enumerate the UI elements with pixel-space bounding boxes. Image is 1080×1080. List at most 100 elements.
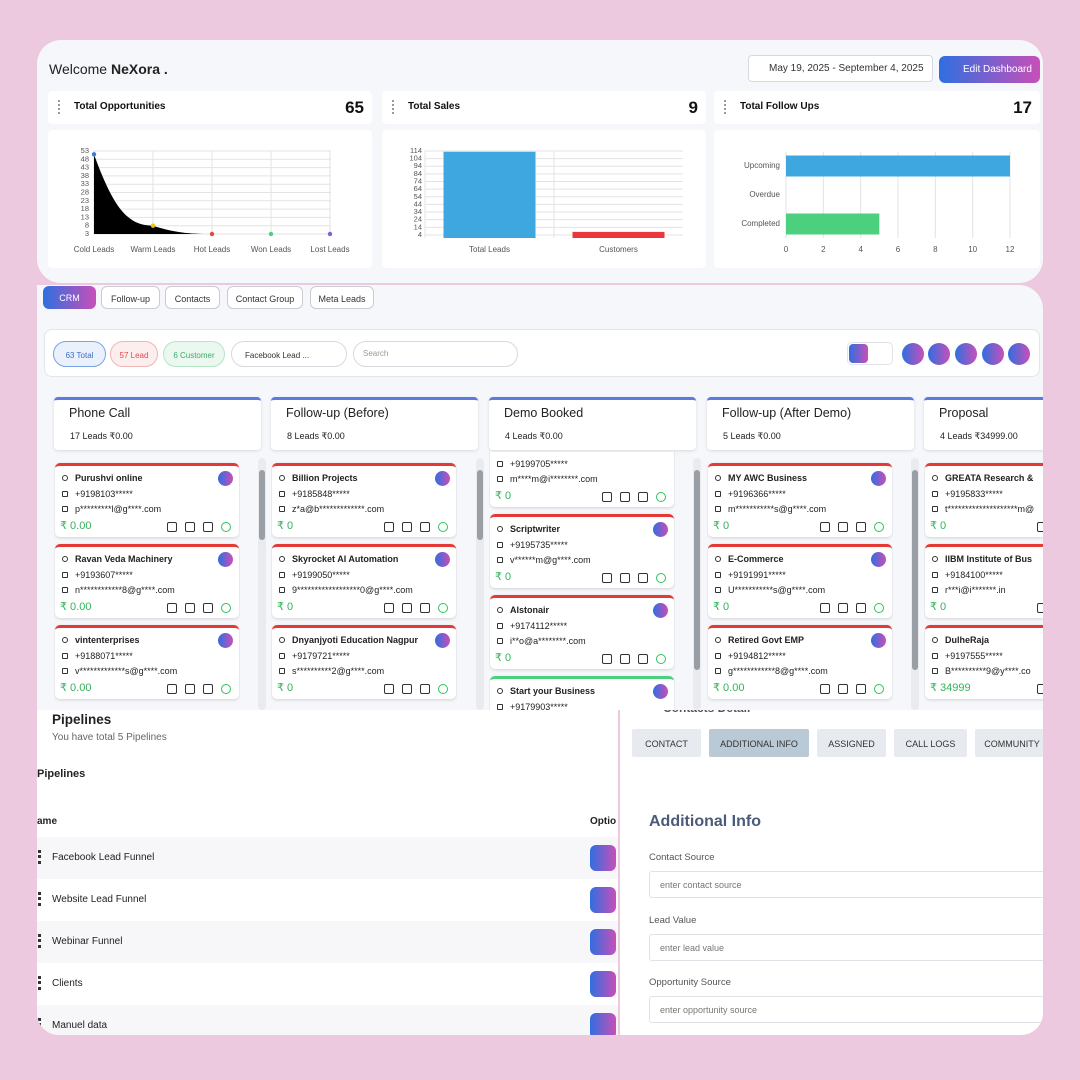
action-icon[interactable] [838, 684, 848, 694]
action-icon[interactable] [820, 684, 830, 694]
action-icon[interactable] [620, 573, 630, 583]
action-icon[interactable] [1037, 603, 1043, 613]
detail-tab[interactable]: COMMUNITY [975, 729, 1043, 757]
customer-filter[interactable]: 6 Customer [163, 341, 225, 367]
tab[interactable]: Meta Leads [310, 286, 374, 309]
action-icon[interactable] [856, 522, 866, 532]
edit-dashboard-button[interactable]: Edit Dashboard [939, 56, 1040, 83]
add-button[interactable] [871, 552, 886, 567]
add-button[interactable] [653, 603, 668, 618]
options-button[interactable] [590, 929, 616, 955]
action-icon[interactable] [638, 654, 648, 664]
whatsapp-icon[interactable] [438, 684, 448, 694]
action-icon[interactable] [402, 603, 412, 613]
action-icon[interactable] [420, 603, 430, 613]
lead-card[interactable]: Alstonair +9174112***** i**o@a********.com… [490, 595, 674, 669]
action-icon[interactable] [838, 522, 848, 532]
action-icon[interactable] [638, 573, 648, 583]
tab[interactable]: CRM [43, 286, 96, 309]
whatsapp-icon[interactable] [438, 603, 448, 613]
grid-view-button[interactable] [849, 344, 868, 363]
action-icon[interactable] [620, 654, 630, 664]
action-button[interactable] [928, 343, 950, 365]
detail-tab[interactable]: ADDITIONAL INFO [709, 729, 809, 757]
pipeline-row[interactable]: Webinar Funnel [37, 921, 618, 963]
text-input[interactable]: enter opportunity source [649, 996, 1043, 1023]
options-button[interactable] [590, 887, 616, 913]
lead-card[interactable]: Retired Govt EMP +9194812***** g**********… [708, 625, 892, 699]
whatsapp-icon[interactable] [656, 654, 666, 664]
options-button[interactable] [590, 1013, 616, 1035]
pipeline-row[interactable]: Clients [37, 963, 618, 1005]
action-button[interactable] [955, 343, 977, 365]
action-icon[interactable] [402, 522, 412, 532]
action-icon[interactable] [602, 492, 612, 502]
text-input[interactable]: enter contact source [649, 871, 1043, 898]
date-picker[interactable]: May 19, 2025 - September 4, 2025 [748, 55, 933, 82]
lead-card[interactable]: Dnyanjyoti Education Nagpur +9179721*****… [272, 625, 456, 699]
action-icon[interactable] [384, 684, 394, 694]
whatsapp-icon[interactable] [438, 522, 448, 532]
action-icon[interactable] [167, 603, 177, 613]
options-button[interactable] [590, 971, 616, 997]
lead-card[interactable]: Scriptwriter +9195735***** v******m@g****.… [490, 514, 674, 588]
whatsapp-icon[interactable] [221, 522, 231, 532]
detail-tab[interactable]: CONTACT [632, 729, 701, 757]
action-icon[interactable] [602, 573, 612, 583]
action-button[interactable] [982, 343, 1004, 365]
action-icon[interactable] [167, 684, 177, 694]
lead-card[interactable]: IIBM Institute of Bus +9184100***** r***i@… [925, 544, 1043, 618]
pipeline-row[interactable]: Facebook Lead Funnel [37, 837, 618, 879]
lead-card[interactable]: GREATA Research & +9195833***** t*********… [925, 463, 1043, 537]
action-icon[interactable] [420, 522, 430, 532]
whatsapp-icon[interactable] [874, 684, 884, 694]
lead-card[interactable]: E-Commerce +9191991***** U***********s@g**… [708, 544, 892, 618]
add-button[interactable] [653, 522, 668, 537]
tab[interactable]: Contacts [165, 286, 220, 309]
whatsapp-icon[interactable] [656, 492, 666, 502]
lead-card[interactable]: Skyrocket AI Automation +9199050***** 9***… [272, 544, 456, 618]
action-icon[interactable] [402, 684, 412, 694]
whatsapp-icon[interactable] [221, 684, 231, 694]
whatsapp-icon[interactable] [656, 573, 666, 583]
action-icon[interactable] [602, 654, 612, 664]
add-button[interactable] [218, 633, 233, 648]
action-icon[interactable] [185, 684, 195, 694]
action-icon[interactable] [856, 684, 866, 694]
detail-tab[interactable]: CALL LOGS [894, 729, 967, 757]
action-icon[interactable] [820, 522, 830, 532]
add-button[interactable] [653, 684, 668, 699]
action-button[interactable] [902, 343, 924, 365]
lead-card[interactable]: +9199705***** m****m@i********.com ₹ 0 [490, 452, 674, 507]
source-dropdown[interactable]: Facebook Lead ... [231, 341, 347, 367]
action-icon[interactable] [820, 603, 830, 613]
lead-card[interactable]: Ravan Veda Machinery +9193607***** n******… [55, 544, 239, 618]
pipeline-row[interactable]: Website Lead Funnel [37, 879, 618, 921]
action-icon[interactable] [167, 522, 177, 532]
action-button[interactable] [1008, 343, 1030, 365]
add-button[interactable] [218, 471, 233, 486]
action-icon[interactable] [638, 492, 648, 502]
add-button[interactable] [871, 633, 886, 648]
action-icon[interactable] [620, 492, 630, 502]
search-input[interactable]: Search [353, 341, 518, 367]
text-input[interactable]: enter lead value [649, 933, 1043, 961]
action-icon[interactable] [420, 684, 430, 694]
action-icon[interactable] [1037, 684, 1043, 694]
action-icon[interactable] [384, 522, 394, 532]
lead-card[interactable]: vintenterprises +9188071***** v***********… [55, 625, 239, 699]
total-filter[interactable]: 63 Total [53, 341, 106, 367]
action-icon[interactable] [1037, 522, 1043, 532]
lead-card[interactable]: Start your Business +9179903***** [490, 676, 674, 710]
action-icon[interactable] [185, 603, 195, 613]
add-button[interactable] [435, 471, 450, 486]
lead-filter[interactable]: 57 Lead [110, 341, 158, 367]
options-button[interactable] [590, 845, 616, 871]
whatsapp-icon[interactable] [874, 603, 884, 613]
action-icon[interactable] [838, 603, 848, 613]
action-icon[interactable] [203, 522, 213, 532]
action-icon[interactable] [203, 603, 213, 613]
add-button[interactable] [435, 552, 450, 567]
add-button[interactable] [871, 471, 886, 486]
add-button[interactable] [435, 633, 450, 648]
